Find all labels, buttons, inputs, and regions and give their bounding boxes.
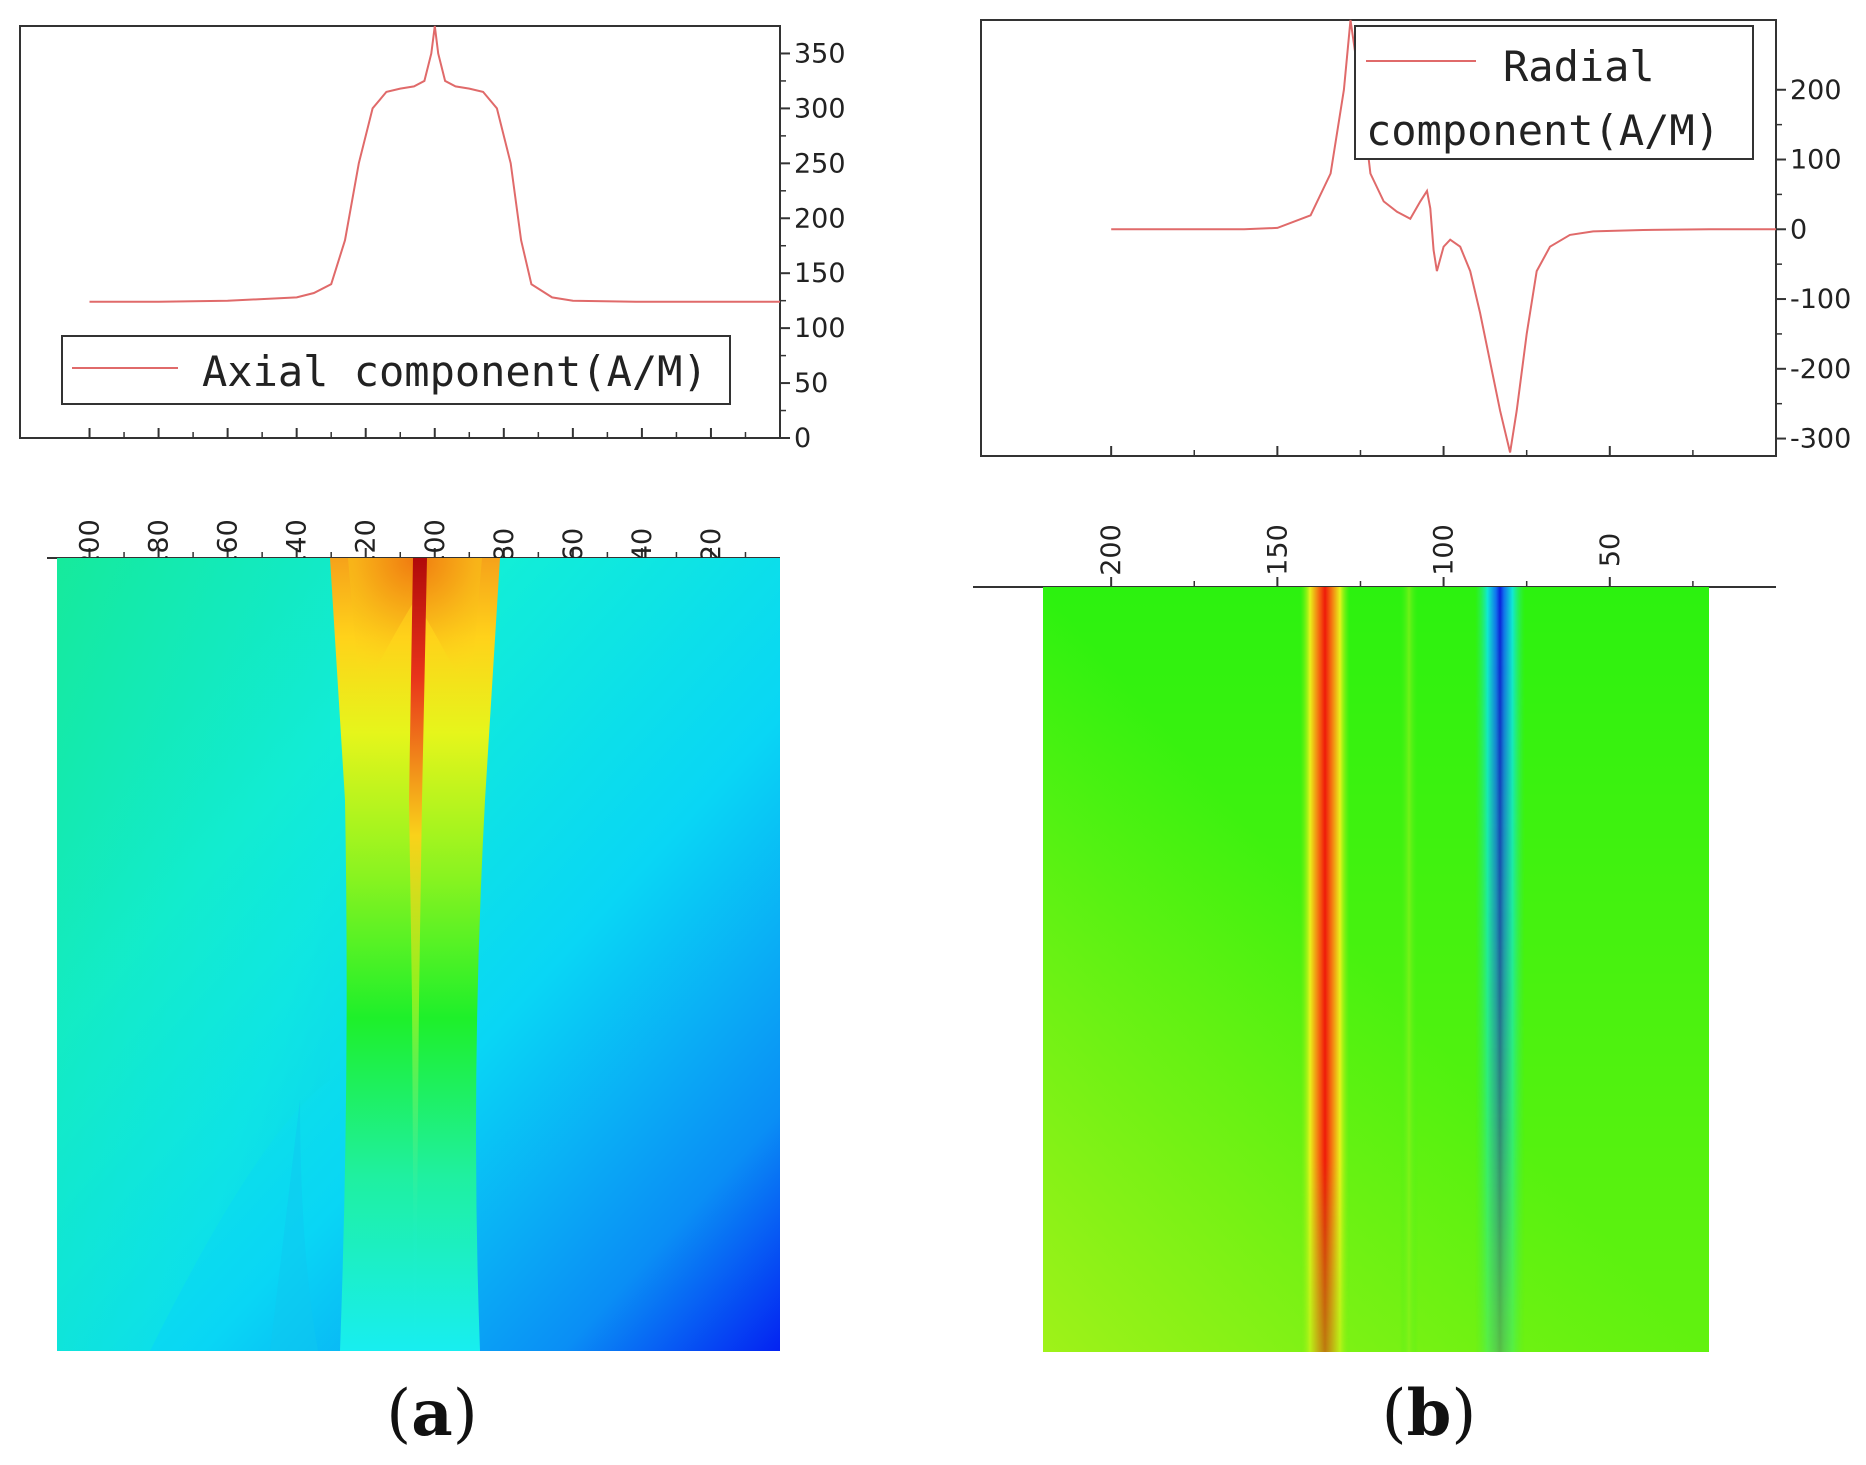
panel-b-plot-frame: [980, 19, 1777, 457]
panel-b-legend: Radial component(A/M): [1354, 25, 1754, 160]
a-heatmap-x-tick-label: 40: [627, 528, 658, 562]
a-y-tick-label: 350: [794, 38, 846, 69]
panel-a-line-plot: 0 50 100 150 200 250 300 350 Axial component(A/…: [19, 25, 846, 454]
panel-a-y-axis: 0 50 100 150 200 250 300 350: [780, 38, 846, 454]
b-heatmap-x-tick-label: 100: [1429, 524, 1460, 576]
panel-b-legend-label-line2: component(A/M): [1366, 106, 1720, 155]
a-heatmap-x-tick-label: 60: [558, 528, 589, 562]
a-y-tick-label: 50: [794, 368, 828, 399]
b-y-tick-label: -300: [1790, 424, 1851, 455]
b-heatmap-x-tick-label: 200: [1096, 524, 1127, 576]
panel-a-x-axis-ticks: [88, 428, 747, 438]
panel-b-line-plot: 200 100 0 -100 -200 -300 Radial component(A/M…: [980, 19, 1851, 457]
panel-b-heatmap-x-axis: 200 150 100 50: [973, 524, 1776, 588]
b-y-tick-label: 200: [1790, 75, 1842, 106]
b-heatmap-x-tick-label: 150: [1262, 524, 1293, 576]
panel-a-axial-curve: [89, 25, 780, 303]
a-y-tick-label: 250: [794, 148, 846, 179]
a-y-tick-label: 150: [794, 258, 846, 289]
panel-b-y-axis: 200 100 0 -100 -200 -300: [1776, 75, 1851, 455]
panel-a-legend-label: Axial component(A/M): [202, 347, 708, 396]
a-heatmap-x-tick-label: 80: [489, 528, 520, 562]
panel-b-radial-curve: [1111, 19, 1776, 453]
a-heatmap-x-tick-label: 20: [696, 528, 727, 562]
panel-label-a: (a): [386, 1376, 477, 1451]
a-y-tick-label: 300: [794, 93, 846, 124]
a-y-tick-label: 0: [794, 423, 811, 454]
panel-a-legend: Axial component(A/M): [61, 335, 731, 405]
b-y-tick-label: 0: [1790, 214, 1807, 245]
a-y-tick-label: 100: [794, 313, 846, 344]
panel-label-b: (b): [1382, 1376, 1477, 1451]
b-y-tick-label: -200: [1790, 354, 1851, 385]
b-heatmap-x-tick-label: 50: [1595, 533, 1626, 567]
b-y-tick-label: 100: [1790, 145, 1842, 176]
a-y-tick-label: 200: [794, 203, 846, 234]
b-y-tick-label: -100: [1790, 284, 1851, 315]
panel-b-heatmap: 200 150 100 50: [973, 524, 1776, 1352]
panel-a-heatmap: 200 180 160 140 120 100 80 60 40 20: [47, 519, 780, 1351]
panel-b-x-axis-ticks: [1110, 446, 1694, 456]
panel-b-legend-label-line1: Radial: [1503, 42, 1655, 91]
